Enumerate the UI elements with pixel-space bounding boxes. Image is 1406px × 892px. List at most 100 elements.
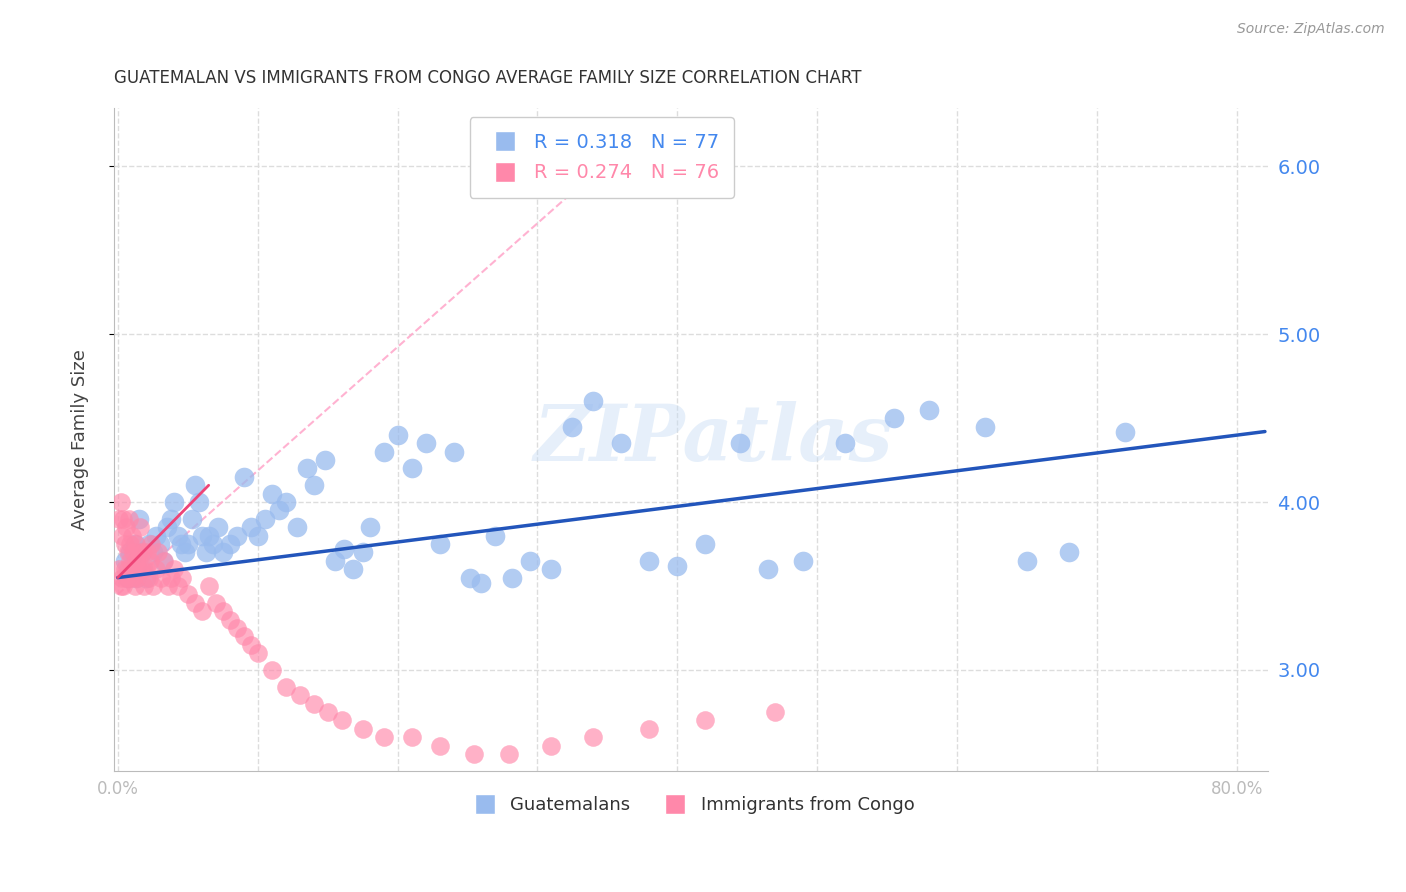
Point xyxy=(359,520,381,534)
Point xyxy=(501,571,523,585)
Point xyxy=(974,419,997,434)
Point xyxy=(1114,425,1136,439)
Point xyxy=(174,545,197,559)
Point xyxy=(131,562,153,576)
Point xyxy=(150,571,173,585)
Point xyxy=(139,554,162,568)
Point xyxy=(131,545,153,559)
Point xyxy=(135,562,157,576)
Point xyxy=(124,537,146,551)
Point xyxy=(167,528,190,542)
Point xyxy=(260,486,283,500)
Point xyxy=(132,545,155,559)
Point xyxy=(201,537,224,551)
Point xyxy=(152,554,174,568)
Point xyxy=(695,537,717,551)
Point xyxy=(138,571,160,585)
Point xyxy=(135,571,157,585)
Point xyxy=(114,537,136,551)
Point xyxy=(145,562,167,576)
Point xyxy=(470,575,492,590)
Point xyxy=(246,528,269,542)
Point xyxy=(792,554,814,568)
Point xyxy=(142,545,165,559)
Point xyxy=(401,461,423,475)
Point xyxy=(218,537,240,551)
Point xyxy=(183,478,205,492)
Point xyxy=(118,512,141,526)
Point xyxy=(540,739,562,753)
Point xyxy=(253,512,276,526)
Point xyxy=(207,520,229,534)
Point xyxy=(387,428,409,442)
Point xyxy=(121,562,143,576)
Point xyxy=(540,562,562,576)
Point xyxy=(401,730,423,744)
Point xyxy=(232,629,254,643)
Point xyxy=(352,722,374,736)
Point xyxy=(157,579,180,593)
Point xyxy=(176,587,198,601)
Point xyxy=(302,478,325,492)
Point xyxy=(124,579,146,593)
Point xyxy=(160,571,183,585)
Point xyxy=(302,697,325,711)
Point xyxy=(352,545,374,559)
Point xyxy=(883,411,905,425)
Point xyxy=(225,621,247,635)
Point xyxy=(160,512,183,526)
Point xyxy=(170,537,193,551)
Point xyxy=(125,571,148,585)
Point xyxy=(918,402,941,417)
Point xyxy=(274,680,297,694)
Point xyxy=(323,554,346,568)
Point xyxy=(148,545,170,559)
Text: ZIPatlas: ZIPatlas xyxy=(534,401,893,477)
Point xyxy=(167,579,190,593)
Point xyxy=(112,579,135,593)
Y-axis label: Average Family Size: Average Family Size xyxy=(72,349,89,530)
Point xyxy=(211,545,233,559)
Legend: Guatemalans, Immigrants from Congo: Guatemalans, Immigrants from Congo xyxy=(460,789,922,822)
Point xyxy=(111,571,134,585)
Point xyxy=(260,663,283,677)
Point xyxy=(1017,554,1039,568)
Point xyxy=(342,562,364,576)
Point xyxy=(115,520,138,534)
Point xyxy=(128,512,150,526)
Point xyxy=(156,520,179,534)
Point xyxy=(204,596,226,610)
Point xyxy=(1057,545,1080,559)
Point xyxy=(153,554,176,568)
Point xyxy=(834,436,856,450)
Point xyxy=(498,747,520,761)
Point xyxy=(118,571,141,585)
Point xyxy=(117,571,139,585)
Point xyxy=(443,444,465,458)
Point xyxy=(149,537,172,551)
Point xyxy=(458,571,481,585)
Point xyxy=(163,562,186,576)
Point xyxy=(122,571,145,585)
Point xyxy=(218,613,240,627)
Point xyxy=(172,571,194,585)
Point xyxy=(163,495,186,509)
Point xyxy=(128,545,150,559)
Point xyxy=(267,503,290,517)
Point xyxy=(415,436,437,450)
Point xyxy=(128,562,150,576)
Point xyxy=(121,562,143,576)
Point xyxy=(561,419,583,434)
Point xyxy=(115,571,138,585)
Point xyxy=(122,545,145,559)
Point xyxy=(730,436,752,450)
Point xyxy=(330,714,353,728)
Point xyxy=(187,495,209,509)
Point xyxy=(582,394,605,409)
Point xyxy=(125,554,148,568)
Point xyxy=(610,436,633,450)
Point xyxy=(110,579,132,593)
Point xyxy=(756,562,779,576)
Point xyxy=(463,747,485,761)
Point xyxy=(138,537,160,551)
